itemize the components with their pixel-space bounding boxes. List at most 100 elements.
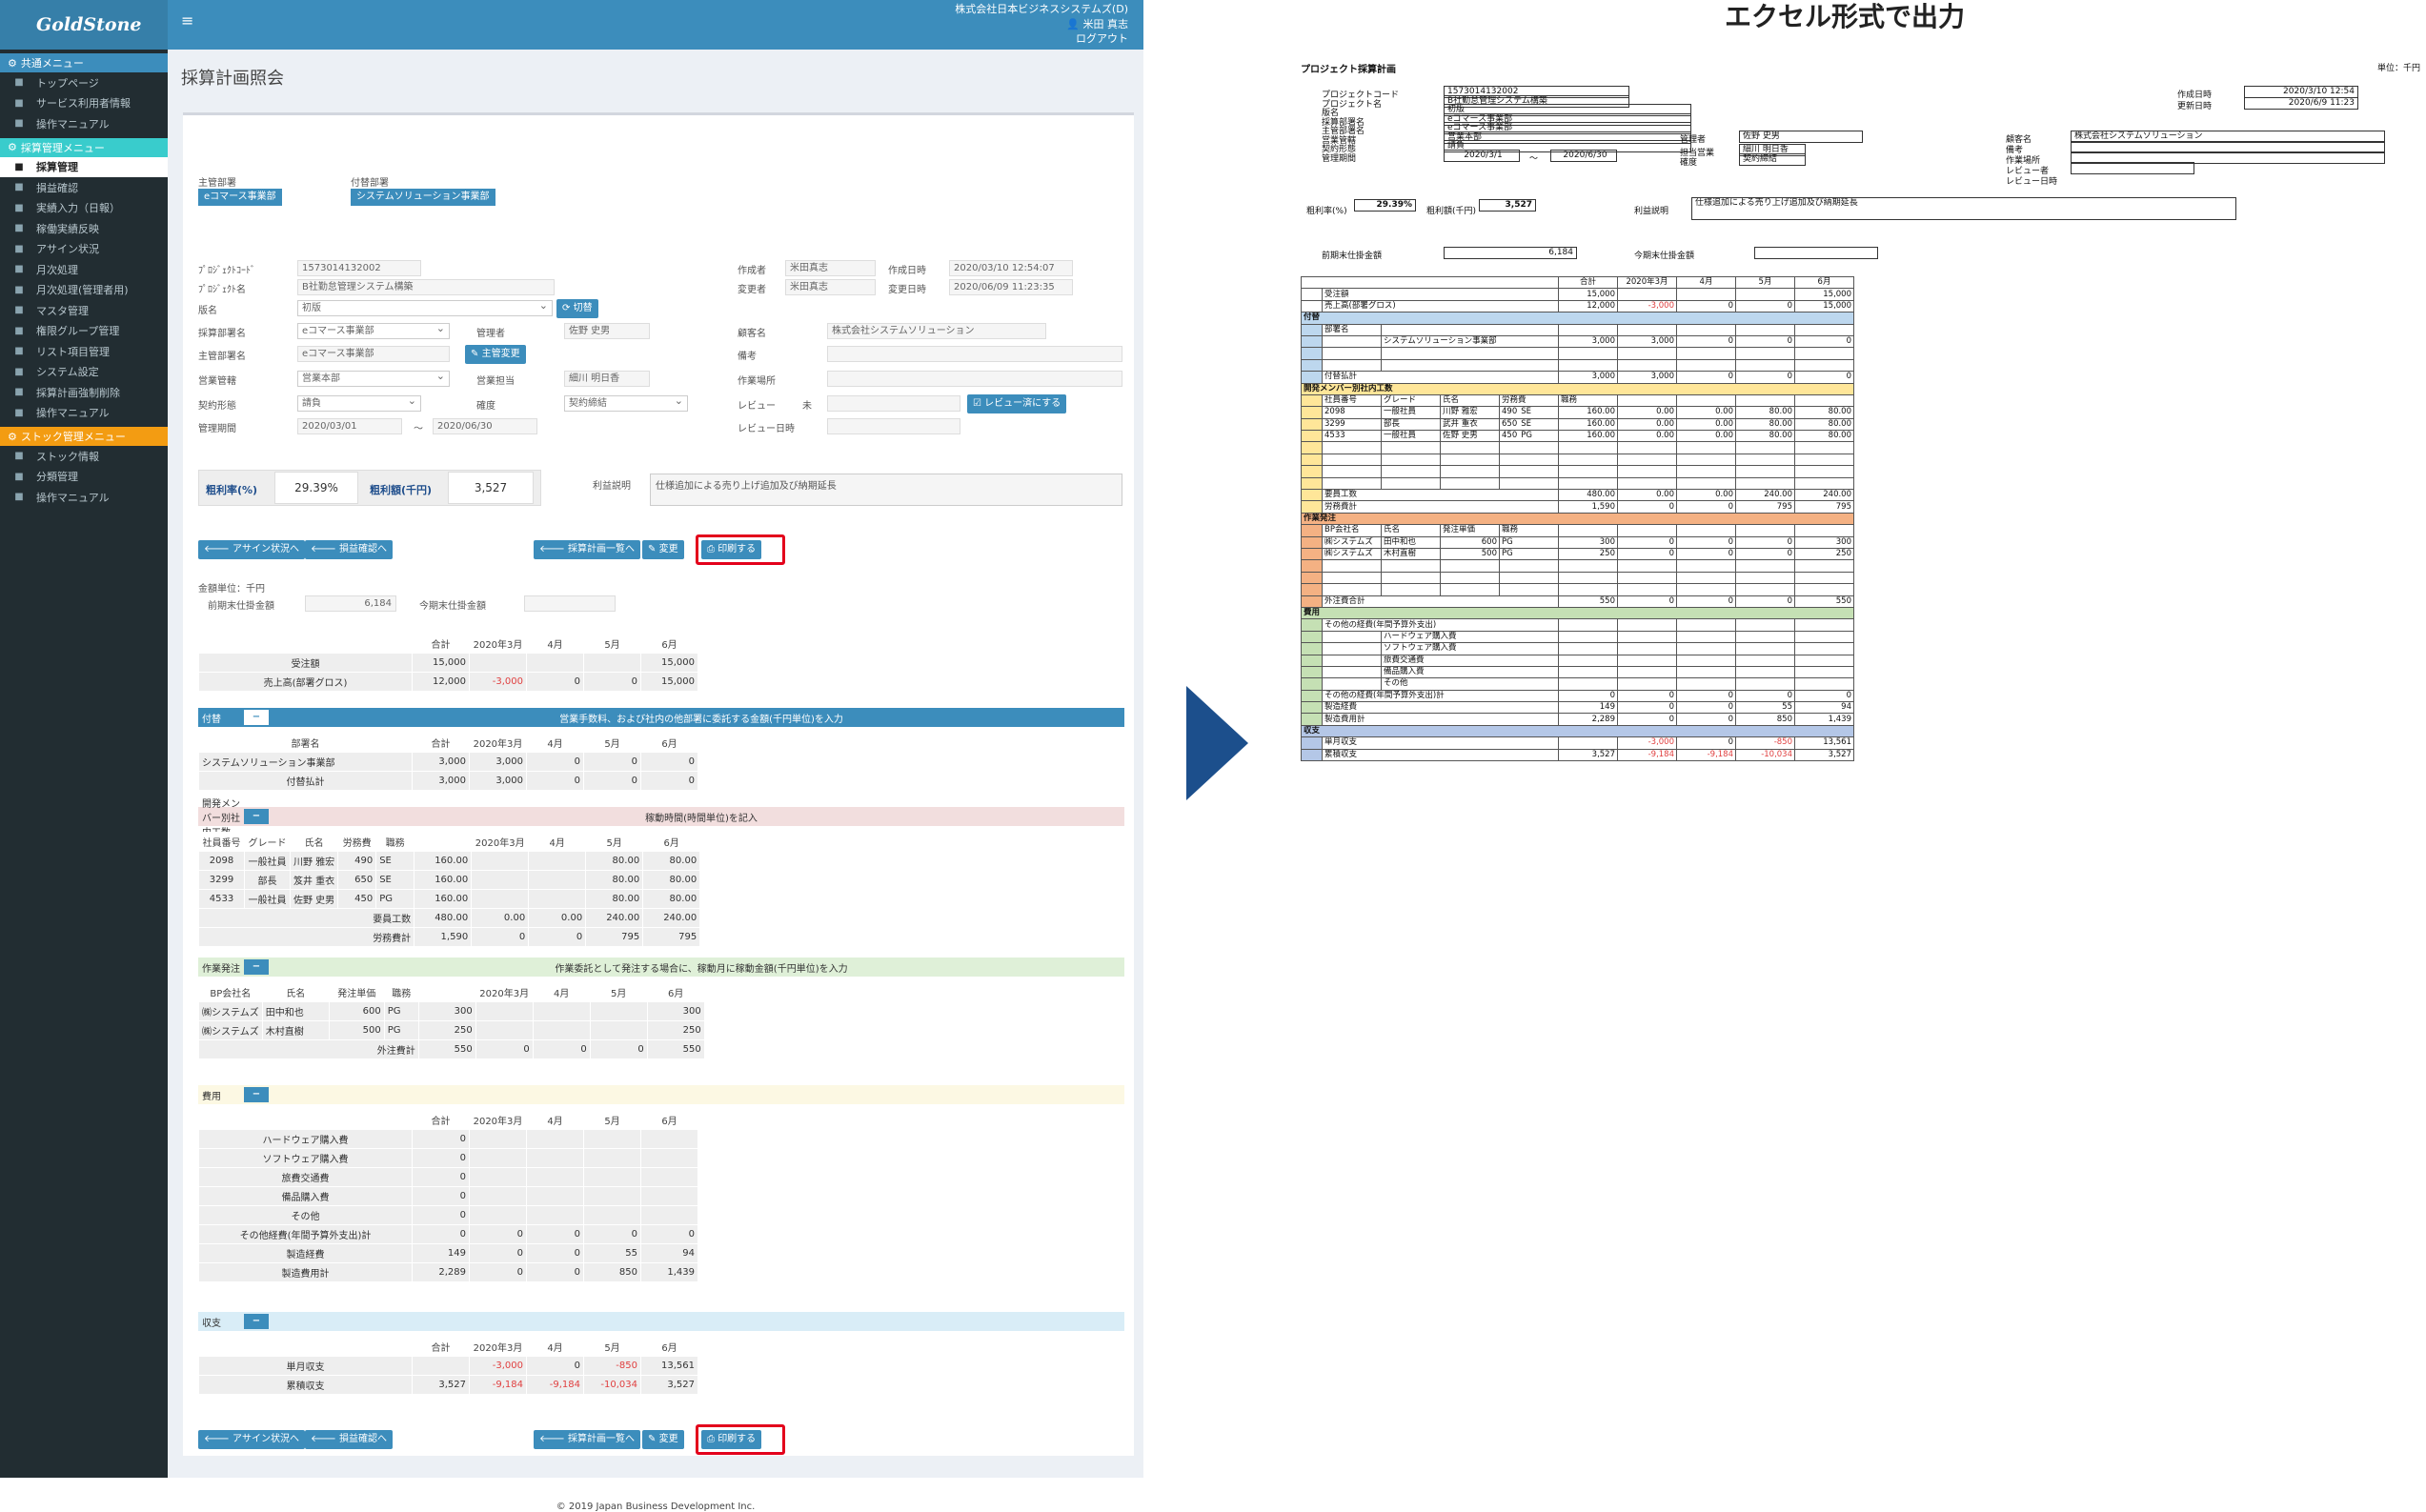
table-cell[interactable]: 80.00 xyxy=(642,870,701,890)
table-cell[interactable]: 0 xyxy=(583,771,641,791)
assign-status-button-top[interactable]: 🡐 アサイン状況へ xyxy=(198,540,306,559)
sidebar-section-1[interactable]: ⚙ 採算管理メニュー xyxy=(0,137,168,157)
owner-change-button[interactable]: ✎ 主管変更 xyxy=(465,345,526,364)
table-cell[interactable]: 795 xyxy=(642,927,701,947)
table-cell[interactable]: 795 xyxy=(585,927,644,947)
table-cell[interactable] xyxy=(532,1001,591,1021)
table-cell[interactable] xyxy=(475,1020,534,1040)
table-cell[interactable] xyxy=(471,889,530,909)
table-cell[interactable] xyxy=(583,1186,641,1206)
table-cell[interactable]: 0 xyxy=(475,1039,534,1059)
table-cell[interactable]: 0 xyxy=(640,752,698,772)
plan-list-button-top[interactable]: 🡐 採算計画一覧へ xyxy=(534,540,641,559)
table-cell[interactable]: 12,000 xyxy=(412,672,470,692)
table-cell[interactable]: 0 xyxy=(589,1039,648,1059)
sidebar-item[interactable]: ■ 稼働実績反映 xyxy=(0,218,168,239)
table-cell[interactable] xyxy=(583,1129,641,1149)
table-cell[interactable] xyxy=(583,653,641,673)
logout-link[interactable]: ログアウト xyxy=(1076,32,1128,45)
table-cell[interactable] xyxy=(471,851,530,871)
table-cell[interactable]: 149 xyxy=(412,1243,470,1263)
table-cell[interactable]: 80.00 xyxy=(585,889,644,909)
sidebar-item[interactable]: ■ 実績入力（日報） xyxy=(0,198,168,219)
table-cell[interactable] xyxy=(583,1167,641,1187)
table-cell[interactable]: 0 xyxy=(412,1186,470,1206)
table-cell[interactable] xyxy=(640,1167,698,1187)
table-cell[interactable] xyxy=(469,1167,527,1187)
table-cell[interactable]: 480.00 xyxy=(414,908,473,928)
print-button-top[interactable]: ⎙ 印刷する xyxy=(701,540,762,559)
table-cell[interactable]: 15,000 xyxy=(640,672,698,692)
table-cell[interactable] xyxy=(412,1356,470,1376)
table-cell[interactable]: 0 xyxy=(412,1167,470,1187)
table-cell[interactable]: 0 xyxy=(526,1224,584,1244)
table-cell[interactable]: 1,590 xyxy=(414,927,473,947)
period-to-field[interactable]: 2020/06/30 xyxy=(433,418,537,434)
table-cell[interactable]: 55 xyxy=(583,1243,641,1263)
table-cell[interactable]: 3,000 xyxy=(469,752,527,772)
collapse-button[interactable]: − xyxy=(244,1087,269,1102)
table-cell[interactable]: 3,000 xyxy=(412,771,470,791)
table-cell[interactable] xyxy=(640,1186,698,1206)
table-cell[interactable]: 3,527 xyxy=(640,1375,698,1395)
table-cell[interactable] xyxy=(469,1129,527,1149)
sidebar-item[interactable]: ■ 月次処理(管理者用) xyxy=(0,280,168,301)
table-cell[interactable]: 3,527 xyxy=(412,1375,470,1395)
table-cell[interactable] xyxy=(526,1148,584,1168)
table-cell[interactable]: -3,000 xyxy=(469,672,527,692)
table-cell[interactable] xyxy=(526,1167,584,1187)
edit-button-bottom[interactable]: ✎ 変更 xyxy=(642,1430,684,1449)
table-cell[interactable]: 13,561 xyxy=(640,1356,698,1376)
certainty-select[interactable]: 契約締結 xyxy=(564,393,688,412)
table-cell[interactable]: 0 xyxy=(526,1243,584,1263)
pl-check-button-bottom[interactable]: 🡐 損益確認へ xyxy=(305,1430,394,1449)
table-cell[interactable]: 850 xyxy=(583,1262,641,1282)
mark-reviewed-button[interactable]: ☑ レビュー済にする xyxy=(967,394,1067,413)
sidebar-item[interactable]: ■ 操作マニュアル xyxy=(0,113,168,134)
table-cell[interactable] xyxy=(469,1148,527,1168)
sidebar-item[interactable]: ■ 採算計画強制削除 xyxy=(0,382,168,403)
table-cell[interactable] xyxy=(583,1148,641,1168)
table-cell[interactable] xyxy=(475,1001,534,1021)
table-cell[interactable]: -10,034 xyxy=(583,1375,641,1395)
table-cell[interactable] xyxy=(469,653,527,673)
collapse-button[interactable]: − xyxy=(244,959,269,975)
table-cell[interactable]: 550 xyxy=(417,1039,476,1059)
print-button-bottom[interactable]: ⎙ 印刷する xyxy=(701,1430,762,1449)
sidebar-section-0[interactable]: ⚙ 共通メニュー xyxy=(0,53,168,72)
period-from-field[interactable]: 2020/03/01 xyxy=(297,418,402,434)
table-cell[interactable]: 0 xyxy=(526,771,584,791)
table-cell[interactable]: 2,289 xyxy=(412,1262,470,1282)
sidebar-item[interactable]: ■ マスタ管理 xyxy=(0,300,168,321)
table-cell[interactable]: 0.00 xyxy=(528,908,587,928)
sidebar-section-2[interactable]: ⚙ ストック管理メニュー xyxy=(0,427,168,446)
table-cell[interactable]: 0 xyxy=(412,1205,470,1225)
table-cell[interactable]: 80.00 xyxy=(585,851,644,871)
table-cell[interactable]: 0 xyxy=(583,1224,641,1244)
user-name[interactable]: 👤 米田 真志 xyxy=(955,17,1128,32)
table-cell[interactable]: 160.00 xyxy=(414,870,473,890)
sidebar-item[interactable]: ■ 分類管理 xyxy=(0,467,168,488)
table-cell[interactable] xyxy=(526,1186,584,1206)
sidebar-item[interactable]: ■ ストック情報 xyxy=(0,446,168,467)
sidebar-item[interactable]: ■ リスト項目管理 xyxy=(0,341,168,362)
collapse-button[interactable]: − xyxy=(244,710,269,725)
table-cell[interactable] xyxy=(589,1020,648,1040)
sidebar-item[interactable]: ■ システム設定 xyxy=(0,362,168,383)
assign-status-button-bottom[interactable]: 🡐 アサイン状況へ xyxy=(198,1430,306,1449)
table-cell[interactable]: 0 xyxy=(412,1224,470,1244)
table-cell[interactable]: 0 xyxy=(640,1224,698,1244)
table-cell[interactable]: 0 xyxy=(471,927,530,947)
sidebar-item[interactable]: ■ 操作マニュアル xyxy=(0,487,168,508)
table-cell[interactable]: 550 xyxy=(646,1039,705,1059)
table-cell[interactable]: 0 xyxy=(526,672,584,692)
table-cell[interactable] xyxy=(528,870,587,890)
table-cell[interactable]: 0 xyxy=(532,1039,591,1059)
table-cell[interactable] xyxy=(528,889,587,909)
sidebar-item[interactable]: ■ 権限グループ管理 xyxy=(0,321,168,342)
table-cell[interactable]: 0 xyxy=(412,1148,470,1168)
table-cell[interactable] xyxy=(471,870,530,890)
table-cell[interactable]: 15,000 xyxy=(640,653,698,673)
sidebar-item[interactable]: ■ トップページ xyxy=(0,72,168,93)
table-cell[interactable]: 3,000 xyxy=(412,752,470,772)
